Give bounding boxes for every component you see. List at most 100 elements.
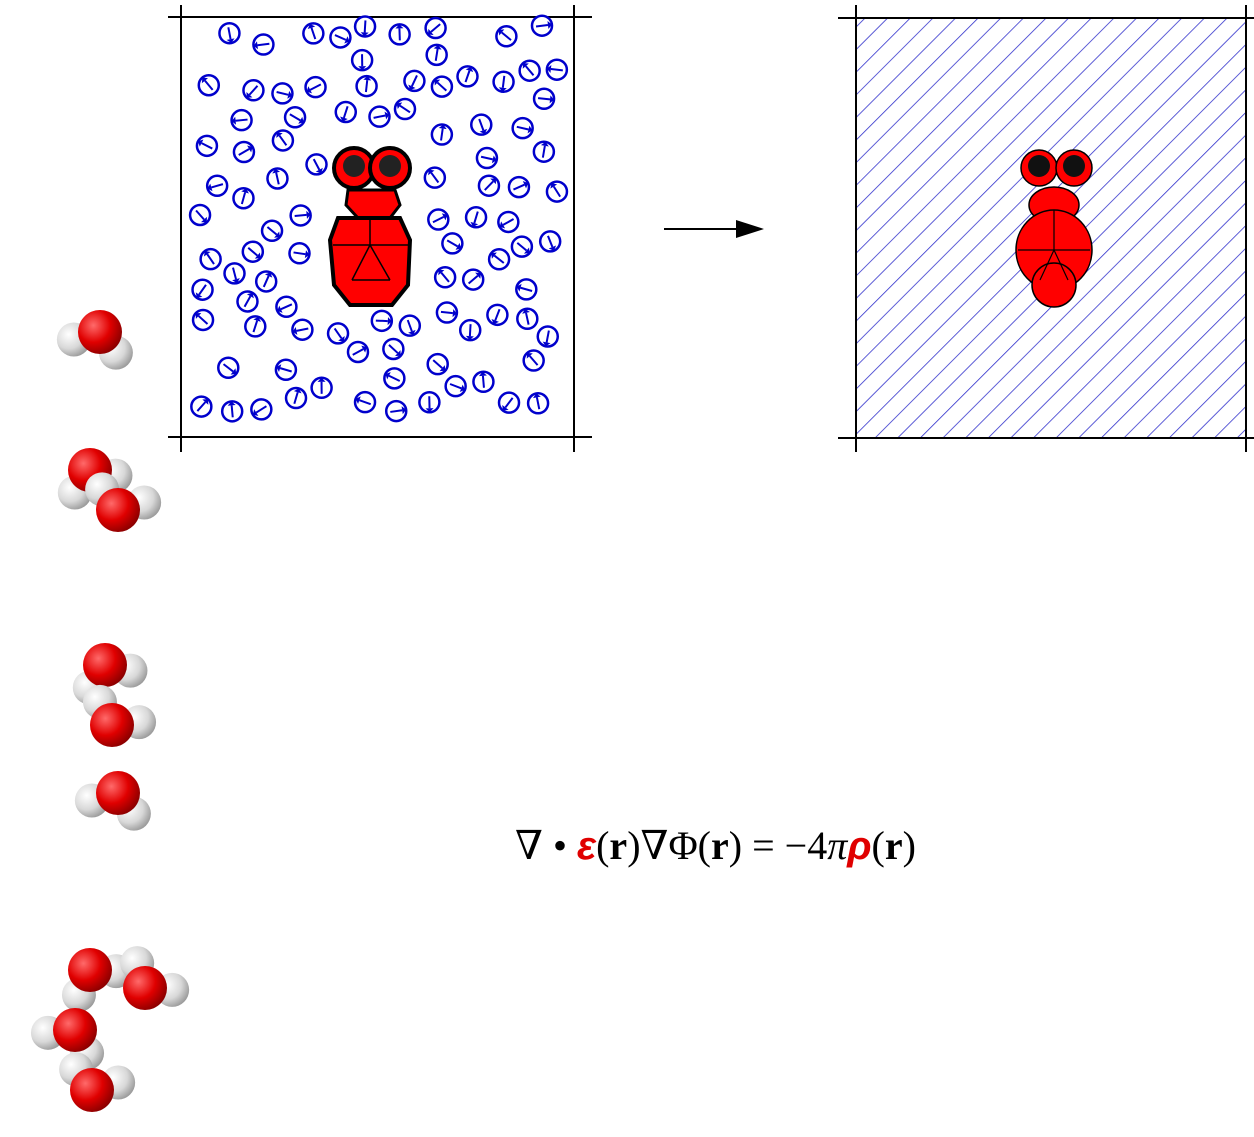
water-dipole bbox=[218, 21, 241, 45]
water-cluster-4 bbox=[30, 946, 190, 1112]
water-dipole bbox=[191, 278, 214, 301]
water-dipole bbox=[486, 303, 509, 327]
water-dipole bbox=[288, 242, 311, 265]
water-dipole bbox=[250, 398, 273, 421]
water-dipole bbox=[197, 73, 221, 97]
water-dipole bbox=[423, 166, 447, 189]
water-dipole bbox=[304, 75, 327, 99]
water-dipole bbox=[545, 180, 569, 203]
water-dipole bbox=[398, 314, 422, 337]
water-dipole bbox=[305, 153, 328, 176]
rho-symbol: ρ bbox=[847, 824, 872, 868]
water-dipole bbox=[271, 129, 295, 152]
water-dipole bbox=[393, 97, 417, 121]
oxygen-atom bbox=[123, 966, 167, 1010]
water-dipole bbox=[472, 370, 495, 394]
continuum-solvent-panel bbox=[838, 5, 1254, 452]
water-dipole bbox=[430, 75, 454, 98]
water-dipole bbox=[350, 48, 374, 72]
water-dipole bbox=[334, 100, 358, 124]
equals-term: = −4 bbox=[742, 823, 828, 868]
water-dipole bbox=[190, 395, 213, 418]
water-dipole bbox=[430, 123, 454, 146]
water-dipole bbox=[507, 175, 531, 199]
water-dipole bbox=[461, 268, 485, 291]
water-dipole bbox=[284, 386, 308, 410]
water-dipole bbox=[497, 210, 520, 234]
oxygen-atom bbox=[53, 1008, 97, 1052]
water-dipole bbox=[403, 69, 426, 93]
water-dipole bbox=[477, 174, 501, 197]
water-dipole bbox=[283, 106, 307, 129]
water-dipole bbox=[302, 22, 325, 45]
water-dipole bbox=[188, 203, 212, 227]
water-dipole bbox=[515, 278, 538, 301]
water-dipole bbox=[382, 337, 405, 361]
oxygen-atom bbox=[96, 771, 140, 815]
water-dipole bbox=[353, 15, 377, 38]
oxygen-atom bbox=[78, 310, 122, 354]
water-dipole bbox=[511, 116, 534, 140]
water-dipole bbox=[516, 307, 539, 331]
pi-symbol: π bbox=[827, 823, 848, 868]
water-dipole bbox=[191, 308, 215, 332]
water-dipole bbox=[433, 266, 457, 289]
water-dipole bbox=[241, 240, 265, 263]
water-dipole bbox=[223, 262, 246, 285]
water-dipole bbox=[244, 315, 267, 338]
water-dipole bbox=[230, 108, 253, 132]
water-dipole bbox=[522, 349, 545, 372]
water-dipole bbox=[545, 58, 569, 81]
water-dipole bbox=[424, 16, 447, 40]
water-dipole bbox=[326, 322, 350, 345]
water-cluster-3 bbox=[72, 643, 157, 831]
water-dipole bbox=[271, 82, 294, 105]
water-dipole bbox=[266, 167, 289, 190]
water-dipole bbox=[487, 248, 511, 271]
water-dipole bbox=[383, 367, 406, 390]
water-dipole bbox=[530, 14, 554, 37]
water-dipole bbox=[497, 391, 521, 414]
oxygen-atom bbox=[90, 703, 134, 747]
water-dipole bbox=[532, 140, 556, 163]
oxygen-atom bbox=[96, 488, 140, 532]
water-dipole bbox=[310, 376, 333, 400]
water-dipole bbox=[236, 290, 259, 313]
water-dipole bbox=[329, 26, 352, 49]
water-dipole bbox=[232, 140, 256, 164]
water-dipole bbox=[464, 206, 488, 229]
water-dipole bbox=[495, 25, 518, 48]
water-dipole bbox=[232, 186, 255, 210]
water-dipole bbox=[252, 33, 275, 56]
water-dipole bbox=[425, 43, 448, 67]
water-dipole bbox=[346, 340, 370, 364]
water-dipole bbox=[217, 356, 240, 380]
water-dipole bbox=[441, 232, 464, 255]
water-dipole bbox=[526, 392, 550, 415]
water-clusters bbox=[30, 310, 190, 1112]
water-dipole bbox=[291, 318, 314, 341]
water-dipole bbox=[370, 309, 394, 333]
water-dipole bbox=[444, 374, 467, 398]
nabla-symbol: ∇ bbox=[515, 823, 543, 868]
water-dipole bbox=[458, 318, 482, 342]
water-dipole bbox=[242, 79, 265, 102]
water-dipole bbox=[384, 399, 408, 423]
water-dipole bbox=[536, 325, 560, 348]
water-dipole bbox=[538, 230, 562, 253]
water-dipole bbox=[199, 247, 222, 271]
explicit-solvent-panel bbox=[168, 5, 592, 452]
water-dipole bbox=[426, 352, 449, 376]
water-dipole bbox=[532, 87, 556, 111]
water-dipoles bbox=[188, 14, 569, 423]
water-cluster-2 bbox=[57, 448, 162, 532]
poisson-equation: ∇ • ε(r)∇Φ(r) = −4πρ(r) bbox=[515, 823, 916, 868]
water-dipole bbox=[475, 146, 499, 170]
water-dipole bbox=[289, 204, 312, 227]
solute-molecule-continuum bbox=[1015, 149, 1093, 308]
transform-arrow bbox=[664, 220, 764, 238]
epsilon-symbol: ε bbox=[576, 824, 597, 868]
water-dipole bbox=[492, 70, 515, 94]
dot-symbol: • bbox=[552, 823, 567, 868]
